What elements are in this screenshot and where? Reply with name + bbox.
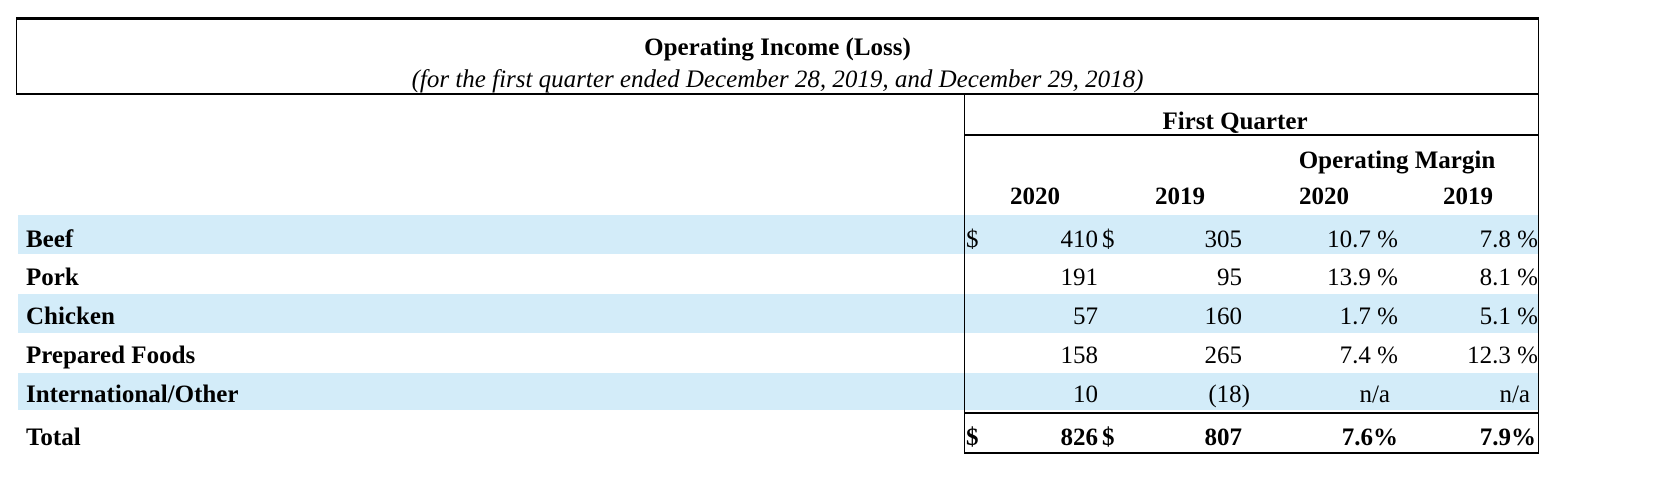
margin-2019: 8.1 %	[1400, 264, 1538, 292]
header-margin-2020: 2020	[1284, 183, 1364, 211]
margin-2019: 7.8 %	[1400, 226, 1538, 254]
total-2019: 807	[1140, 424, 1242, 452]
table-subtitle: (for the first quarter ended December 28…	[17, 66, 1538, 94]
value-2019: 305	[1140, 226, 1242, 254]
value-2019: (18)	[1140, 381, 1250, 409]
value-2020: 57	[1000, 303, 1098, 331]
value-2020: 191	[1000, 264, 1098, 292]
body-right-border	[1538, 215, 1539, 453]
currency-symbol: $	[1102, 226, 1115, 254]
currency-symbol: $	[1102, 424, 1115, 452]
row-label: International/Other	[26, 381, 239, 409]
row-label: Pork	[26, 264, 79, 292]
margin-2020: 10.7 %	[1260, 226, 1398, 254]
value-2020: 10	[1000, 381, 1098, 409]
value-2020: 158	[1000, 342, 1098, 370]
total-2020: 826	[1000, 424, 1098, 452]
header-col-2019: 2019	[1140, 183, 1220, 211]
header-col-2020: 2020	[995, 183, 1075, 211]
bottom-rule	[964, 452, 1539, 454]
margin-2020: n/a	[1260, 381, 1390, 409]
currency-symbol: $	[966, 424, 979, 452]
value-2019: 95	[1140, 264, 1242, 292]
total-top-rule	[964, 412, 1539, 414]
currency-symbol: $	[966, 226, 979, 254]
margin-2020: 1.7 %	[1260, 303, 1398, 331]
value-2019: 265	[1140, 342, 1242, 370]
header-margin-2019: 2019	[1428, 183, 1508, 211]
header-first-quarter: First Quarter	[1100, 108, 1370, 136]
header-divider	[964, 134, 1539, 136]
margin-2020: 7.4 %	[1260, 342, 1398, 370]
row-label: Prepared Foods	[26, 342, 195, 370]
body-left-border	[964, 215, 965, 453]
title-box: Operating Income (Loss) (for the first q…	[16, 17, 1539, 95]
margin-2019: n/a	[1400, 381, 1530, 409]
margin-2020: 13.9 %	[1260, 264, 1398, 292]
row-label: Chicken	[26, 303, 115, 331]
total-margin-2020: 7.6%	[1260, 424, 1398, 452]
value-2020: 410	[1000, 226, 1098, 254]
header-operating-margin: Operating Margin	[1272, 147, 1522, 175]
row-label: Beef	[26, 226, 73, 254]
value-2019: 160	[1140, 303, 1242, 331]
margin-2019: 12.3 %	[1400, 342, 1538, 370]
total-margin-2019: 7.9%	[1400, 424, 1536, 452]
margin-2019: 5.1 %	[1400, 303, 1538, 331]
total-label: Total	[26, 424, 81, 452]
table-title: Operating Income (Loss)	[17, 34, 1538, 62]
